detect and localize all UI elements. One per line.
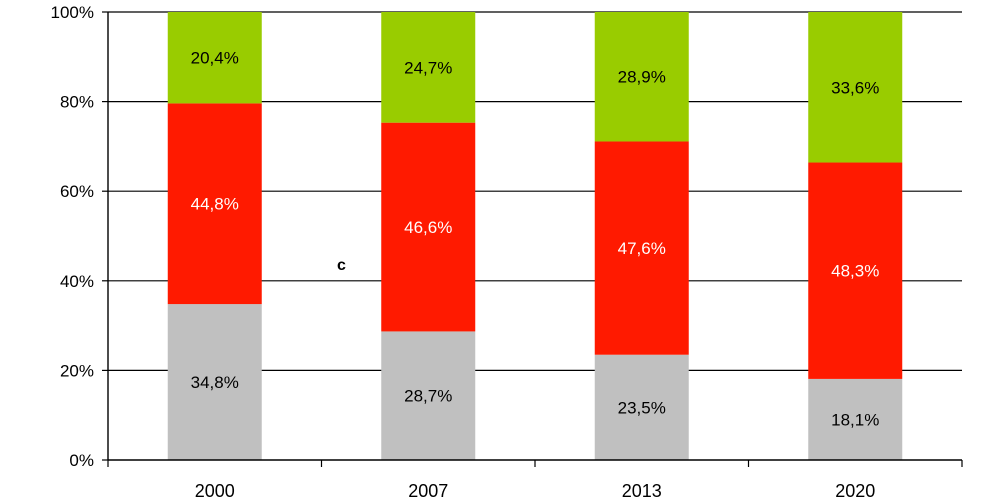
- bar-segment-2020-2: [808, 12, 903, 163]
- y-tick-label: 40%: [60, 272, 94, 291]
- y-tick-label: 80%: [60, 93, 94, 112]
- bar-segment-2020-0: [808, 378, 903, 460]
- data-label: 28,9%: [618, 68, 666, 87]
- x-tick-label: 2013: [622, 481, 662, 500]
- bar-segment-2007-2: [381, 12, 476, 123]
- data-label: 47,6%: [618, 239, 666, 258]
- x-tick-label: 2020: [835, 481, 875, 500]
- data-label: 20,4%: [191, 49, 239, 68]
- x-axis-tick-labels: 2000 2007 2013 2020: [195, 481, 876, 500]
- data-label: 33,6%: [831, 78, 879, 97]
- bar-segment-2020-1: [808, 162, 903, 379]
- data-label: 44,8%: [191, 195, 239, 214]
- bar-segment-2000-1: [167, 103, 262, 305]
- bar-segment-2000-0: [167, 304, 262, 460]
- y-tick-label: 60%: [60, 182, 94, 201]
- axes: [102, 11, 963, 467]
- data-label: 34,8%: [191, 373, 239, 392]
- bar-segment-2013-2: [594, 12, 689, 142]
- bar-segment-2013-1: [594, 141, 689, 355]
- bar-segment-2000-2: [167, 12, 262, 104]
- data-label: 46,6%: [404, 218, 452, 237]
- data-label: 23,5%: [618, 398, 666, 417]
- x-tick-label: 2000: [195, 481, 235, 500]
- data-label: 24,7%: [404, 58, 452, 77]
- data-label: 28,7%: [404, 387, 452, 406]
- x-tick-label: 2007: [408, 481, 448, 500]
- bar-segment-2013-0: [594, 354, 689, 460]
- y-tick-label: 20%: [60, 361, 94, 380]
- data-labels: 34,8% 44,8% 20,4% 28,7% 46,6% 24,7% 23,5% 47,6%…: [191, 49, 880, 430]
- annotation-text: c: [337, 257, 346, 274]
- y-tick-label: 0%: [69, 451, 94, 470]
- y-axis-tick-labels: 0% 20% 40% 60% 80% 100%: [51, 3, 94, 470]
- data-label: 48,3%: [831, 262, 879, 281]
- bar-segment-2007-0: [381, 331, 476, 460]
- bars-layer: [167, 12, 903, 460]
- data-label: 18,1%: [831, 410, 879, 429]
- bar-segment-2007-1: [381, 122, 476, 332]
- y-tick-label: 100%: [51, 3, 94, 22]
